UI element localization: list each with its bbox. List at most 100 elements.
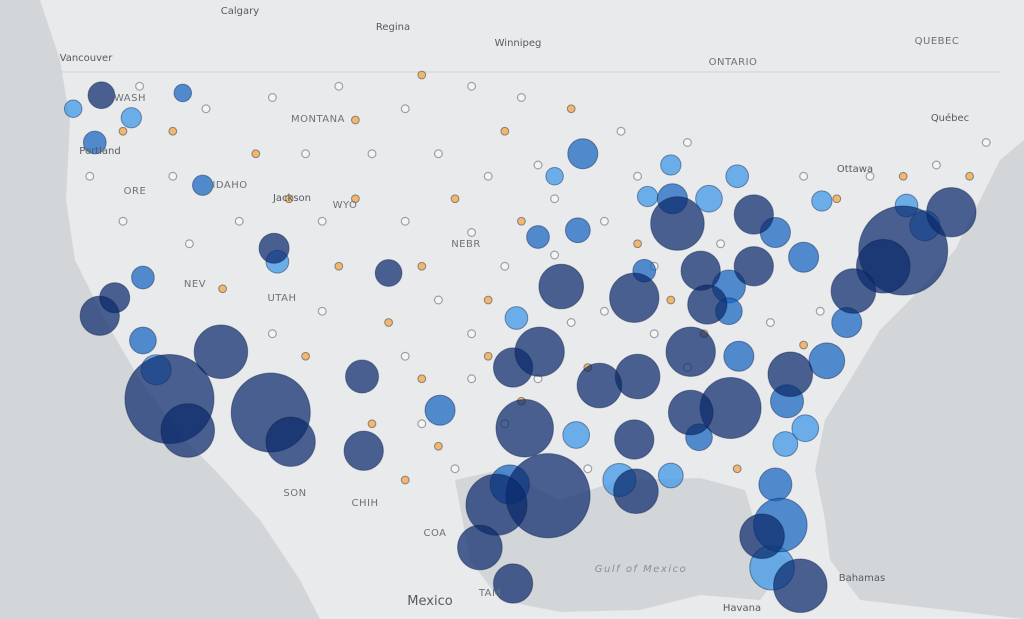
bubble	[82, 130, 107, 155]
bubble	[657, 462, 684, 489]
bubble	[317, 216, 327, 226]
place-label: Portland	[79, 146, 120, 157]
bubble	[732, 464, 742, 474]
bubble	[650, 196, 705, 251]
region-label: WYO	[333, 200, 358, 211]
bubble	[193, 324, 249, 379]
bubble	[118, 216, 128, 226]
bubble	[495, 399, 554, 458]
bubble	[739, 513, 785, 560]
bubble	[566, 104, 576, 114]
bubble	[301, 149, 311, 159]
bubble	[723, 340, 755, 372]
bubble	[633, 239, 642, 249]
bubble	[609, 272, 660, 323]
bubble	[384, 318, 394, 327]
bubble	[85, 171, 95, 181]
bubble	[467, 81, 477, 91]
bubble	[400, 104, 410, 114]
pacific-ocean	[0, 0, 320, 619]
place-label: Regina	[376, 22, 410, 33]
bubble	[334, 81, 344, 91]
bubble	[400, 475, 410, 485]
bubble	[649, 329, 659, 339]
bubble	[184, 239, 194, 249]
bubble	[417, 70, 427, 80]
bubble	[168, 126, 178, 136]
bubble	[500, 261, 510, 271]
bubble	[733, 194, 774, 235]
bubble	[660, 154, 682, 176]
bubble	[981, 138, 991, 148]
bubble	[791, 414, 820, 443]
region-label: WASH	[114, 93, 146, 104]
bubble	[788, 241, 820, 273]
place-label: Havana	[723, 603, 761, 614]
bubble	[367, 149, 377, 159]
bubble	[345, 359, 380, 394]
place-label: Québec	[931, 112, 969, 124]
bubble	[129, 326, 157, 355]
region-label: ONTARIO	[709, 57, 758, 68]
bubble	[267, 329, 277, 339]
bubble	[830, 268, 877, 314]
bubble	[931, 160, 941, 170]
bubble	[234, 216, 244, 226]
bubble	[733, 246, 774, 287]
bubble	[517, 216, 526, 226]
bubble	[492, 563, 534, 604]
bubble	[808, 342, 846, 380]
region-label: TAM	[478, 588, 501, 599]
bubble	[665, 326, 716, 377]
bubble	[550, 250, 560, 260]
bubble	[433, 149, 443, 159]
bubble	[467, 374, 477, 384]
bubble	[483, 295, 493, 305]
bubble	[614, 419, 655, 460]
bubble	[450, 464, 460, 474]
bubble	[832, 194, 842, 204]
bubble	[500, 126, 510, 136]
bubble	[120, 107, 142, 129]
bubble	[284, 194, 294, 204]
region-label: ORE	[124, 186, 147, 197]
bubble	[773, 558, 828, 613]
bubble	[576, 362, 623, 409]
place-label: Jackson	[272, 193, 311, 204]
bubble	[526, 225, 550, 249]
bubble	[799, 171, 809, 181]
bubble	[258, 232, 290, 264]
bubble	[504, 306, 529, 330]
bubble	[636, 185, 659, 208]
region-label: NEBR	[451, 239, 481, 250]
region-label: COA	[423, 528, 446, 539]
bubble	[201, 104, 211, 114]
bubble	[695, 184, 723, 213]
country-label: Mexico	[407, 594, 452, 609]
bubble	[538, 263, 585, 310]
region-label: CHIH	[352, 498, 379, 509]
bubble	[218, 284, 228, 294]
bubble	[417, 419, 427, 429]
bubble	[192, 174, 214, 196]
bubble	[550, 194, 560, 204]
bubble	[682, 138, 692, 148]
region-label: QUEBEC	[915, 36, 960, 47]
bubble	[351, 115, 360, 125]
place-label: Vancouver	[60, 53, 114, 64]
bubble	[343, 430, 384, 471]
bubble	[680, 250, 721, 291]
bubble	[564, 217, 591, 244]
labels: Calgary Regina Winnipeg Vancouver ONTARI…	[60, 6, 970, 614]
bubble	[317, 306, 327, 316]
bubble	[965, 171, 974, 181]
bubble	[483, 171, 493, 181]
bubble	[173, 83, 193, 103]
bubble	[351, 194, 360, 204]
bubble	[63, 99, 83, 119]
bubble	[583, 464, 593, 474]
bubble	[811, 190, 833, 212]
region-label: IDAHO	[212, 180, 247, 191]
bubble	[614, 353, 661, 400]
bubble	[334, 261, 344, 271]
